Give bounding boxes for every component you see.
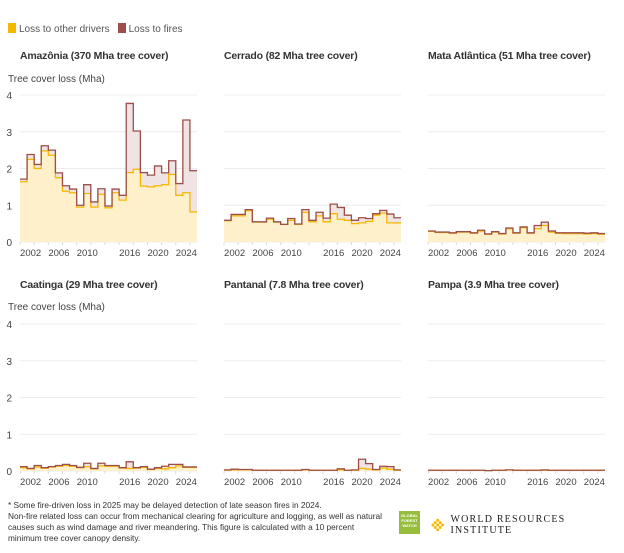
fire-loss-area	[224, 459, 401, 471]
footnote-methodology: Non-fire related loss can occur from mec…	[8, 511, 383, 543]
x-tick-label: 2016	[119, 248, 140, 259]
footnote: * Some fire-driven loss in 2025 may be d…	[8, 500, 388, 544]
x-tick-label: 2010	[485, 477, 506, 488]
fire-loss-area	[20, 103, 197, 212]
y-tick-label: 2	[6, 165, 12, 176]
chart-panel: 0 1 2 3 4 2002 2006 2010 2016 2020 2024	[6, 91, 197, 259]
x-tick-label: 2024	[584, 248, 605, 259]
x-tick-label: 2020	[147, 248, 168, 259]
x-tick-label: 2002	[428, 248, 449, 259]
x-tick-label: 2020	[555, 477, 576, 488]
legend-swatch-other	[8, 23, 16, 33]
x-tick-label: 2010	[281, 248, 302, 259]
x-tick-label: 2002	[428, 477, 449, 488]
total-loss-line	[224, 458, 401, 471]
y-tick-label: 4	[6, 320, 12, 331]
other-loss-area	[20, 150, 197, 242]
chart-panel: 2002 2006 2010 2016 2020 2024	[223, 323, 401, 488]
total-loss-line	[20, 102, 197, 207]
x-tick-label: 2006	[456, 248, 477, 259]
wri-wordmark: WORLD RESOURCES INSTITUTE	[450, 514, 566, 536]
chart-panel: 0 1 2 3 4 2002 2006 2010 2016 2020 2024	[6, 320, 197, 488]
legend-item-fires: Loss to fires	[117, 23, 183, 35]
x-tick-label: 2016	[323, 477, 344, 488]
legend-swatch-fires	[117, 23, 126, 33]
x-tick-label: 2010	[77, 477, 98, 488]
x-tick-label: 2016	[323, 248, 344, 259]
panel-title: Mata Atlântica (51 Mha tree cover)	[428, 50, 591, 62]
x-tick-label: 2002	[20, 248, 41, 259]
x-tick-label: 2020	[351, 477, 372, 488]
other-loss-line	[20, 150, 197, 213]
x-tick-label: 2024	[584, 477, 605, 488]
panel-title: Pantanal (7.8 Mha tree cover)	[224, 279, 364, 291]
y-tick-label: 2	[6, 394, 12, 405]
wri-logo: WORLD RESOURCES INSTITUTE	[431, 514, 624, 536]
x-tick-label: 2006	[48, 248, 69, 259]
x-tick-label: 2002	[224, 477, 245, 488]
panel-title: Amazônia (370 Mha tree cover)	[20, 50, 169, 62]
x-tick-label: 2020	[147, 477, 168, 488]
legend-item-other: Loss to other drivers	[8, 23, 110, 35]
chart-panel: 2002 2006 2010 2016 2020 2024	[223, 94, 401, 259]
x-tick-label: 2020	[555, 248, 576, 259]
panel-title: Caatinga (29 Mha tree cover)	[20, 279, 158, 291]
y-tick-label: 0	[6, 467, 12, 478]
total-loss-line	[20, 461, 197, 470]
y-tick-label: 1	[6, 430, 12, 441]
x-tick-label: 2002	[20, 477, 41, 488]
total-loss-line	[428, 221, 605, 235]
x-tick-label: 2010	[281, 477, 302, 488]
x-tick-label: 2024	[176, 477, 197, 488]
total-loss-line	[224, 203, 401, 226]
x-tick-label: 2006	[252, 248, 273, 259]
y-tick-label: 3	[6, 128, 12, 139]
panel-title: Cerrado (82 Mha tree cover)	[224, 50, 358, 62]
x-tick-label: 2006	[456, 477, 477, 488]
panel-title: Pampa (3.9 Mha tree cover)	[428, 279, 559, 291]
chart-panel: 2002 2006 2010 2016 2020 2024	[427, 94, 605, 259]
footnote-fire-delay: * Some fire-driven loss in 2025 may be d…	[8, 500, 322, 510]
x-tick-label: 2006	[252, 477, 273, 488]
y-tick-label: 0	[6, 238, 12, 249]
legend: Loss to other drivers Loss to fires	[8, 23, 183, 35]
x-tick-label: 2010	[77, 248, 98, 259]
y-axis-label: Tree cover loss (Mha)	[8, 302, 105, 313]
gfw-logo: GLOBAL FOREST WATCH	[399, 511, 420, 534]
x-tick-label: 2002	[224, 248, 245, 259]
x-tick-label: 2024	[380, 248, 401, 259]
x-tick-label: 2010	[485, 248, 506, 259]
total-loss-line	[428, 469, 605, 472]
x-tick-label: 2024	[380, 477, 401, 488]
other-loss-area	[224, 210, 401, 242]
x-tick-label: 2016	[527, 477, 548, 488]
wri-logo-mark-icon	[431, 518, 444, 532]
chart-panel: 2002 2006 2010 2016 2020 2024	[427, 323, 605, 488]
y-axis-label: Tree cover loss (Mha)	[8, 74, 105, 85]
x-tick-label: 2020	[351, 248, 372, 259]
x-tick-label: 2016	[119, 477, 140, 488]
x-tick-label: 2024	[176, 248, 197, 259]
y-tick-label: 3	[6, 357, 12, 368]
x-tick-label: 2006	[48, 477, 69, 488]
y-tick-label: 1	[6, 201, 12, 212]
y-tick-label: 4	[6, 91, 12, 102]
x-tick-label: 2016	[527, 248, 548, 259]
